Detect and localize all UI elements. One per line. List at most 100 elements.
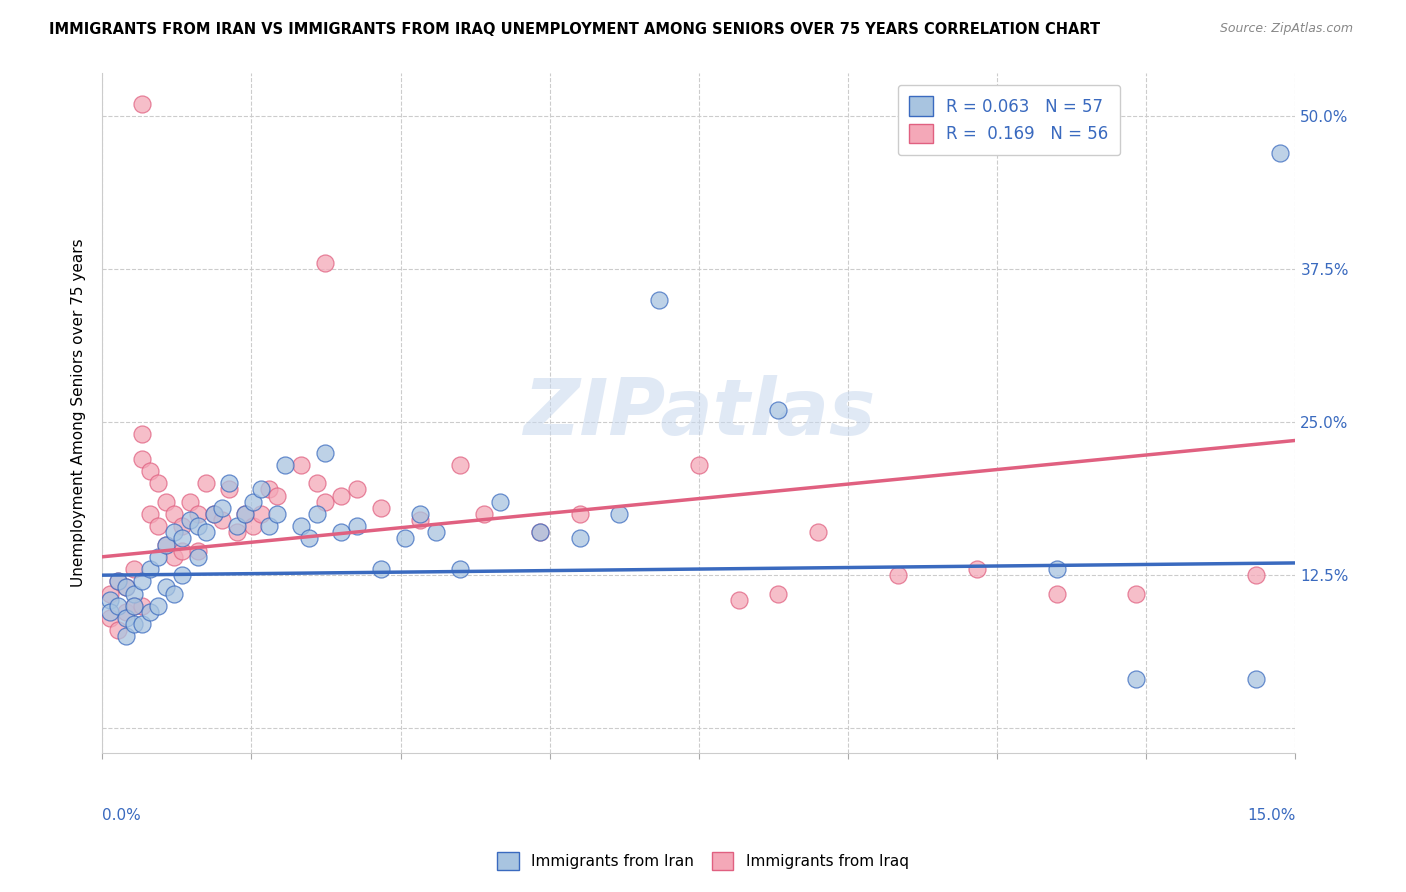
- Point: [1244, 673, 1267, 687]
- Text: IMMIGRANTS FROM IRAN VS IMMIGRANTS FROM IRAQ UNEMPLOYMENT AMONG SENIORS OVER 75 : IMMIGRANTS FROM IRAN VS IMMIGRANTS FROM …: [49, 22, 1101, 37]
- Point: [146, 599, 169, 613]
- Point: [688, 458, 710, 472]
- Point: [529, 525, 551, 540]
- Point: [259, 483, 281, 497]
- Point: [489, 494, 512, 508]
- Point: [298, 532, 321, 546]
- Point: [329, 489, 352, 503]
- Point: [146, 476, 169, 491]
- Point: [194, 525, 217, 540]
- Point: [886, 568, 908, 582]
- Point: [202, 507, 225, 521]
- Point: [139, 562, 162, 576]
- Point: [98, 586, 121, 600]
- Point: [211, 513, 233, 527]
- Point: [425, 525, 447, 540]
- Point: [807, 525, 830, 540]
- Point: [170, 532, 193, 546]
- Legend: Immigrants from Iran, Immigrants from Iraq: Immigrants from Iran, Immigrants from Ir…: [488, 843, 918, 879]
- Point: [242, 494, 264, 508]
- Point: [98, 605, 121, 619]
- Point: [449, 562, 471, 576]
- Point: [290, 519, 312, 533]
- Point: [648, 293, 671, 307]
- Point: [1046, 562, 1069, 576]
- Point: [131, 617, 153, 632]
- Point: [107, 599, 129, 613]
- Point: [218, 476, 240, 491]
- Point: [115, 581, 138, 595]
- Point: [409, 507, 432, 521]
- Point: [305, 476, 328, 491]
- Point: [146, 519, 169, 533]
- Point: [98, 592, 121, 607]
- Point: [1125, 673, 1147, 687]
- Point: [409, 513, 432, 527]
- Point: [115, 605, 138, 619]
- Point: [568, 507, 591, 521]
- Point: [163, 525, 186, 540]
- Point: [194, 476, 217, 491]
- Point: [179, 513, 201, 527]
- Point: [170, 568, 193, 582]
- Point: [98, 611, 121, 625]
- Point: [346, 483, 368, 497]
- Point: [314, 494, 336, 508]
- Text: 15.0%: 15.0%: [1247, 808, 1295, 823]
- Point: [187, 507, 209, 521]
- Point: [139, 464, 162, 478]
- Point: [155, 494, 177, 508]
- Point: [163, 586, 186, 600]
- Point: [122, 599, 145, 613]
- Point: [250, 483, 273, 497]
- Point: [107, 574, 129, 589]
- Point: [122, 599, 145, 613]
- Y-axis label: Unemployment Among Seniors over 75 years: Unemployment Among Seniors over 75 years: [72, 238, 86, 587]
- Point: [131, 599, 153, 613]
- Text: 0.0%: 0.0%: [103, 808, 141, 823]
- Point: [1046, 586, 1069, 600]
- Point: [218, 483, 240, 497]
- Point: [139, 605, 162, 619]
- Point: [242, 519, 264, 533]
- Point: [170, 543, 193, 558]
- Point: [115, 581, 138, 595]
- Point: [305, 507, 328, 521]
- Point: [1125, 586, 1147, 600]
- Point: [727, 592, 749, 607]
- Point: [170, 519, 193, 533]
- Point: [131, 96, 153, 111]
- Point: [235, 507, 257, 521]
- Point: [115, 611, 138, 625]
- Point: [259, 519, 281, 533]
- Point: [329, 525, 352, 540]
- Point: [568, 532, 591, 546]
- Point: [274, 458, 297, 472]
- Point: [768, 402, 790, 417]
- Point: [187, 543, 209, 558]
- Point: [226, 525, 249, 540]
- Point: [607, 507, 630, 521]
- Point: [131, 451, 153, 466]
- Point: [314, 256, 336, 270]
- Point: [235, 507, 257, 521]
- Point: [146, 549, 169, 564]
- Point: [370, 562, 392, 576]
- Point: [768, 586, 790, 600]
- Point: [266, 507, 288, 521]
- Point: [122, 586, 145, 600]
- Point: [1244, 568, 1267, 582]
- Point: [202, 507, 225, 521]
- Point: [122, 562, 145, 576]
- Point: [155, 537, 177, 551]
- Point: [370, 500, 392, 515]
- Text: ZIPatlas: ZIPatlas: [523, 375, 875, 450]
- Point: [107, 574, 129, 589]
- Point: [346, 519, 368, 533]
- Point: [250, 507, 273, 521]
- Point: [155, 537, 177, 551]
- Point: [163, 549, 186, 564]
- Point: [122, 617, 145, 632]
- Point: [472, 507, 495, 521]
- Point: [139, 507, 162, 521]
